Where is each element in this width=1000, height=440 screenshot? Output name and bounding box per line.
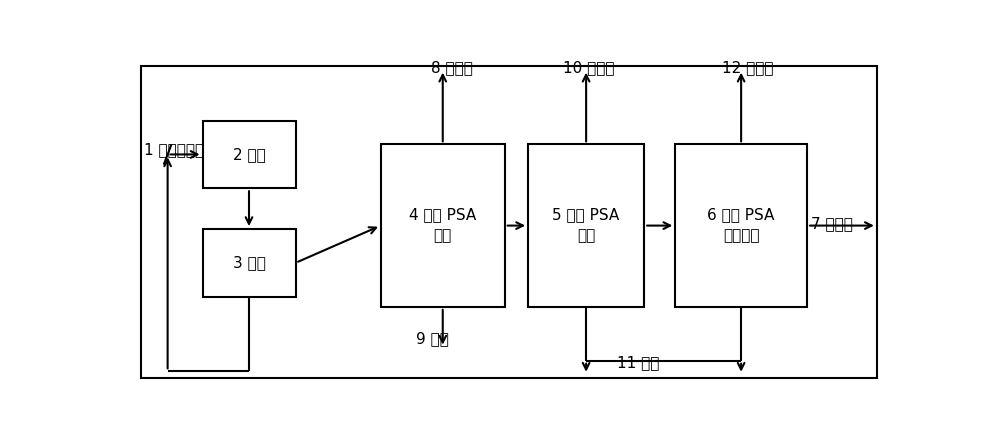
Bar (202, 121, 296, 188)
Text: 1 除氧煤层气: 1 除氧煤层气 (144, 142, 205, 157)
Text: 12 顺减气: 12 顺减气 (722, 61, 773, 76)
Text: 2 压缩: 2 压缩 (233, 147, 265, 162)
Text: 7 产品气: 7 产品气 (811, 216, 853, 231)
Bar (202, 229, 296, 297)
Bar (675, 144, 807, 307)
Text: 11 废气: 11 废气 (617, 356, 660, 370)
Bar (381, 144, 505, 307)
Text: 6 三级 PSA
分离浓缩: 6 三级 PSA 分离浓缩 (707, 208, 775, 244)
Bar (528, 144, 644, 307)
Text: 5 二级 PSA
脱氮: 5 二级 PSA 脱氮 (552, 208, 620, 244)
Text: 8 顺减气: 8 顺减气 (431, 61, 473, 76)
Text: 4 一级 PSA
脱碳: 4 一级 PSA 脱碳 (409, 208, 476, 244)
Text: 3 净化: 3 净化 (233, 255, 265, 270)
Text: 10 顺减气: 10 顺减气 (563, 61, 614, 76)
Text: 9 废气: 9 废气 (416, 332, 448, 347)
